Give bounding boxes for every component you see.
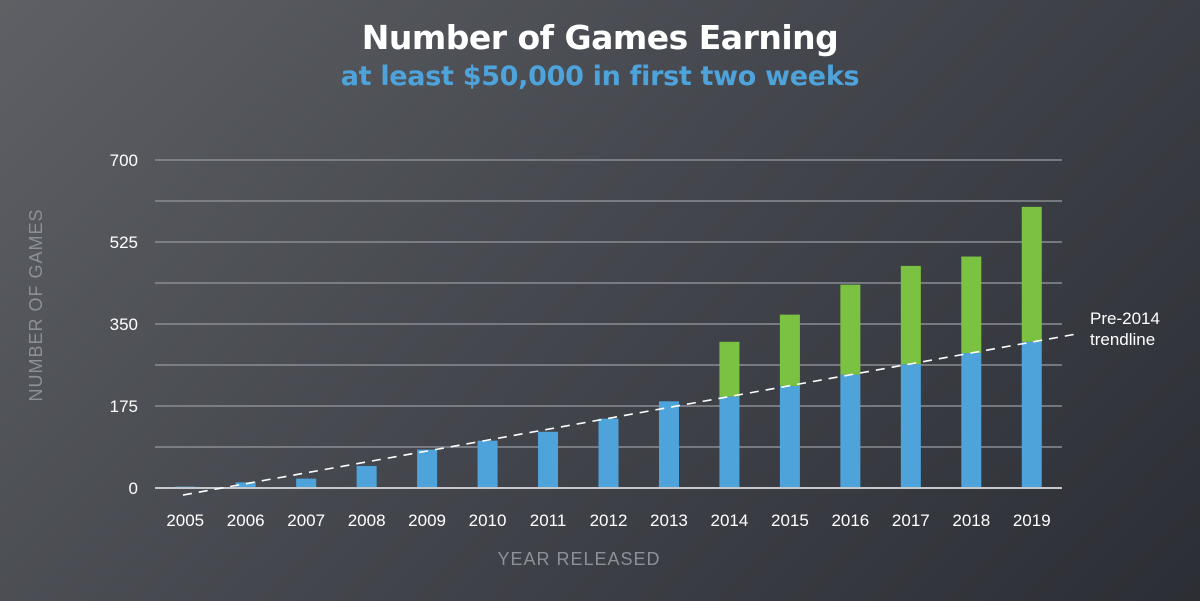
x-tick-2012: 2012 <box>590 511 628 530</box>
trendline-label-line2: trendline <box>1090 330 1155 349</box>
x-tick-2007: 2007 <box>287 511 325 530</box>
x-tick-2018: 2018 <box>952 511 990 530</box>
trendline <box>182 332 1081 496</box>
x-tick-2010: 2010 <box>469 511 507 530</box>
gridlines <box>155 159 1062 448</box>
x-tick-2014: 2014 <box>711 511 749 530</box>
y-tick-0: 0 <box>129 479 138 498</box>
chart-subtitle: at least $50,000 in first two weeks <box>340 61 860 92</box>
x-tick-2015: 2015 <box>771 511 809 530</box>
bar-above-trend-2018 <box>961 256 982 354</box>
bar-within-trend-2006 <box>235 482 256 488</box>
bar-within-trend-2010 <box>477 440 498 488</box>
x-tick-2011: 2011 <box>530 511 567 530</box>
bar-above-trend-2019 <box>1021 206 1042 342</box>
bar-above-trend-2015 <box>779 314 800 386</box>
bar-within-trend-2016 <box>840 374 861 488</box>
x-tick-2016: 2016 <box>831 511 869 530</box>
bar-within-trend-2011 <box>538 431 559 488</box>
bar-above-trend-2014 <box>719 341 740 397</box>
x-tick-2019: 2019 <box>1013 511 1051 530</box>
bar-within-trend-2015 <box>779 385 800 488</box>
y-tick-525: 525 <box>110 233 138 252</box>
x-tick-2017: 2017 <box>892 511 930 530</box>
bar-within-trend-2019 <box>1021 341 1042 488</box>
bar-within-trend-2014 <box>719 396 740 488</box>
x-tick-2005: 2005 <box>166 511 204 530</box>
bar-within-trend-2017 <box>900 364 921 488</box>
x-tick-2013: 2013 <box>650 511 688 530</box>
x-axis-label: YEAR RELEASED <box>497 549 660 569</box>
trendline-label-line1: Pre-2014 <box>1090 309 1160 328</box>
bar-within-trend-2013 <box>658 401 679 488</box>
y-tick-700: 700 <box>110 151 138 170</box>
bar-above-trend-2017 <box>900 265 921 365</box>
x-tick-2008: 2008 <box>348 511 386 530</box>
y-tick-labels: 0 175 350 525 700 <box>110 151 138 498</box>
y-tick-350: 350 <box>110 315 138 334</box>
bar-within-trend-2009 <box>417 449 438 488</box>
x-tick-2009: 2009 <box>408 511 446 530</box>
bar-within-trend-2012 <box>598 418 619 488</box>
bar-within-trend-2018 <box>961 353 982 488</box>
bar-above-trend-2016 <box>840 284 861 375</box>
y-axis-label: NUMBER OF GAMES <box>26 208 46 401</box>
y-tick-175: 175 <box>110 397 138 416</box>
chart-title: Number of Games Earning <box>361 18 839 57</box>
x-tick-2006: 2006 <box>227 511 265 530</box>
bar-within-trend-2008 <box>356 465 377 488</box>
bar-within-trend-2007 <box>296 478 317 488</box>
bars <box>175 206 1042 488</box>
x-tick-labels: 2005 2006 2007 2008 2009 2010 2011 2012 2013 2014… <box>166 511 1050 530</box>
